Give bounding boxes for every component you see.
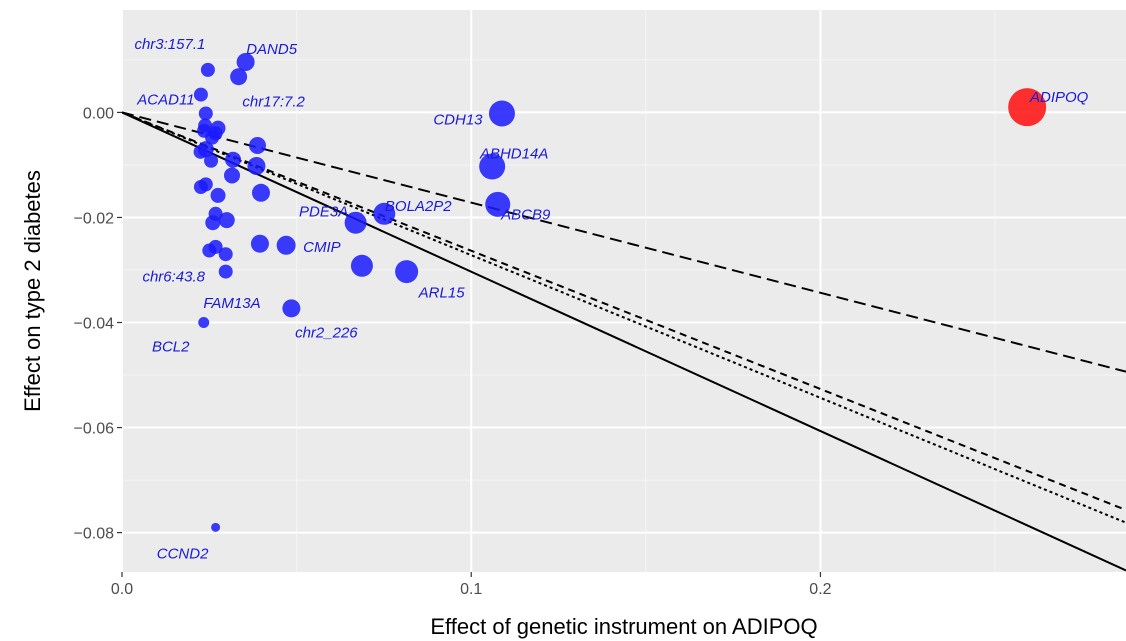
data-point (219, 265, 233, 279)
point-label: chr3:157.1 (134, 36, 205, 53)
data-point (194, 88, 208, 102)
data-point (251, 235, 269, 253)
y-axis-title: Effect on type 2 diabetes (20, 170, 45, 412)
point-label: PDE3A (299, 204, 348, 221)
point-label: ABHD14A (479, 146, 548, 163)
point-label: BCL2 (152, 339, 190, 356)
x-axis-ticks: 0.0 0.1 0.2 (111, 572, 832, 598)
point-label: chr2_226 (295, 324, 358, 341)
point-label: CCND2 (157, 545, 209, 562)
data-point (194, 180, 208, 194)
point-label: CDH13 (433, 111, 483, 128)
data-point (282, 299, 300, 317)
data-point (209, 126, 223, 140)
data-point (277, 236, 296, 255)
data-point (205, 215, 220, 230)
point-label: ADIPOQ (1029, 89, 1089, 106)
data-point (247, 157, 265, 175)
y-tick-label: 0.00 (83, 105, 114, 122)
x-axis-title: Effect of genetic instrument on ADIPOQ (430, 614, 817, 639)
data-point (230, 68, 247, 85)
data-point (252, 184, 270, 202)
point-label: ARL15 (418, 285, 466, 302)
y-tick-label: −0.04 (74, 316, 115, 333)
data-point (249, 137, 266, 154)
data-point (224, 167, 240, 183)
y-tick-label: −0.02 (74, 210, 115, 227)
point-label: chr6:43.8 (142, 269, 205, 286)
point-label: ACAD11 (136, 92, 194, 109)
data-point (204, 154, 218, 168)
point-label: chr17:7.2 (242, 94, 305, 111)
y-tick-label: −0.06 (74, 421, 115, 438)
point-label: CMIP (303, 239, 341, 256)
data-point (201, 63, 215, 77)
point-label: BOLA2P2 (385, 198, 452, 215)
data-point (489, 100, 515, 126)
data-point (395, 260, 418, 283)
data-point (351, 255, 373, 277)
point-label: ABCB9 (500, 206, 551, 223)
data-point (199, 106, 213, 120)
point-label: DAND5 (246, 41, 298, 58)
data-point (211, 188, 226, 203)
y-axis-ticks: 0.00 −0.02 −0.04 −0.06 −0.08 (74, 105, 122, 542)
data-point (211, 523, 220, 532)
x-tick-label: 0.0 (111, 581, 133, 598)
x-tick-label: 0.1 (460, 581, 482, 598)
data-point (225, 152, 241, 168)
y-tick-label: −0.08 (74, 526, 115, 543)
x-tick-label: 0.2 (809, 581, 831, 598)
point-label: FAM13A (203, 295, 260, 312)
data-point (202, 244, 216, 258)
data-point (219, 247, 233, 261)
data-point (198, 317, 209, 328)
